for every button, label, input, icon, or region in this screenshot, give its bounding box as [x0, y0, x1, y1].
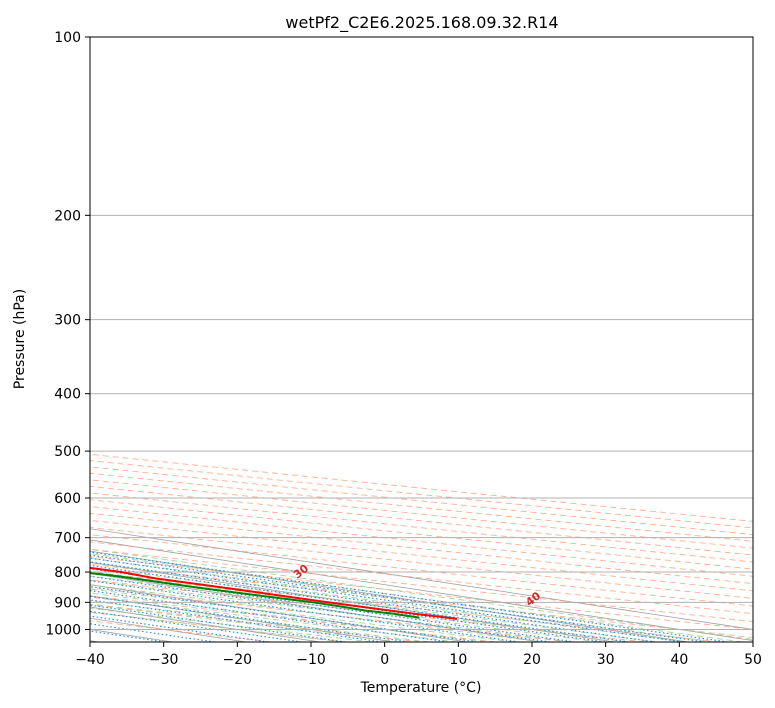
- x-tick-label: −30: [149, 652, 179, 668]
- plot-frame: [89, 36, 754, 643]
- mixing-ratio-line: [90, 604, 346, 642]
- dry-adiabat-line: [90, 460, 753, 529]
- isotherm-line: [90, 528, 753, 630]
- x-tick-label: 20: [523, 652, 541, 668]
- y-tick-label: 100: [54, 30, 81, 46]
- x-tick-label: 30: [597, 652, 615, 668]
- x-axis-label: Temperature (°C): [360, 680, 482, 696]
- mixing-ratio-line: [90, 551, 728, 642]
- moist-adiabat-line: [90, 566, 657, 642]
- y-tick-label: 700: [54, 531, 81, 547]
- y-tick-label: 300: [54, 313, 81, 329]
- mixing-ratio-line: [90, 610, 302, 642]
- dry-adiabat-line: [90, 541, 753, 615]
- x-tick-label: −10: [296, 652, 326, 668]
- x-tick-label: 50: [744, 652, 762, 668]
- mixing-ratio-line: [90, 590, 448, 642]
- x-axis-ticks: −40 −30 −20 −10 0 10 20 30 40 50: [75, 642, 762, 668]
- moist-adiabat-line: [90, 548, 753, 640]
- moist-adiabat-line: [90, 580, 571, 642]
- dry-adiabat-line: [90, 466, 753, 536]
- dry-adiabat-line: [90, 571, 720, 642]
- moist-adiabat-line: [90, 592, 486, 642]
- mixing-ratio-line: [90, 595, 409, 642]
- x-tick-label: 10: [449, 652, 467, 668]
- y-tick-label: 800: [54, 565, 81, 581]
- dry-adiabat-line: [90, 472, 753, 542]
- y-tick-label: 600: [54, 491, 81, 507]
- x-tick-label: 0: [380, 652, 389, 668]
- x-tick-label: −40: [75, 652, 105, 668]
- dry-adiabat-line: [90, 453, 753, 522]
- dry-adiabat-line: [90, 595, 496, 642]
- mixing-ratio-line: [90, 599, 382, 642]
- x-tick-label: −20: [223, 652, 253, 668]
- y-tick-label: 200: [54, 208, 81, 224]
- x-tick-label: 40: [670, 652, 688, 668]
- y-tick-label: 500: [54, 444, 81, 460]
- isotherm-line: [90, 539, 753, 642]
- dry-adiabat-line: [90, 587, 571, 642]
- moist-adiabat-line: [90, 557, 714, 642]
- y-axis-label: Pressure (hPa): [12, 289, 28, 389]
- moist-adiabat-line: [90, 584, 543, 642]
- chart-title: wetPf2_C2E6.2025.168.09.32.R14: [285, 13, 558, 33]
- y-axis-ticks: 100 200 300 400 500 600 700 800 900 1000: [45, 30, 90, 638]
- mixing-ratio-line: [90, 554, 706, 642]
- moist-adiabat-line: [90, 553, 743, 642]
- y-tick-label: 1000: [45, 622, 81, 638]
- y-tick-label: 900: [54, 595, 81, 611]
- y-tick-label: 400: [54, 387, 81, 403]
- mixing-ratio-line: [90, 561, 656, 642]
- dry-adiabat-line: [90, 548, 753, 622]
